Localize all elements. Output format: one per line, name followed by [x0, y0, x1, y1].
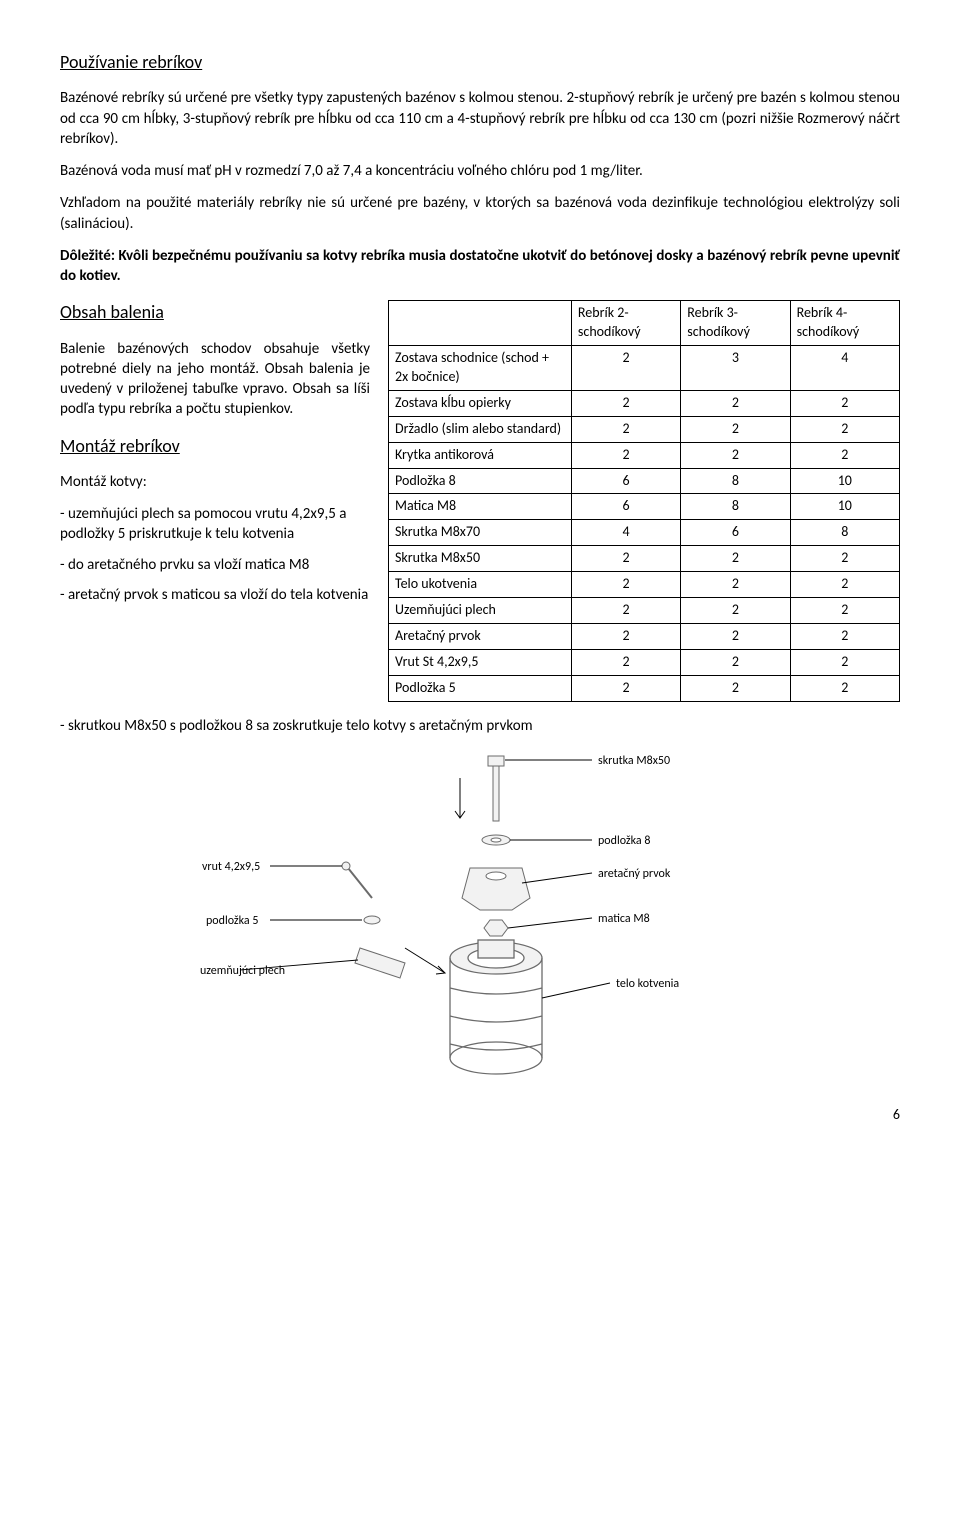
table-row: Telo ukotvenia222	[389, 572, 900, 598]
cell-value: 2	[571, 675, 680, 701]
cell-label: Vrut St 4,2x9,5	[389, 649, 572, 675]
label-skrutka: skrutka M8x50	[598, 754, 670, 768]
cell-value: 2	[790, 572, 899, 598]
cell-value: 2	[681, 442, 790, 468]
cell-value: 2	[571, 572, 680, 598]
th-col-3: Rebrík 4-schodíkový	[790, 301, 899, 346]
table-header-row: Rebrík 2-schodíkový Rebrík 3-schodíkový …	[389, 301, 900, 346]
heading-contents: Obsah balenia	[60, 300, 370, 324]
heading-usage: Používanie rebríkov	[60, 50, 900, 74]
table-row: Vrut St 4,2x9,5222	[389, 649, 900, 675]
right-column: Rebrík 2-schodíkový Rebrík 3-schodíkový …	[388, 300, 900, 701]
cell-value: 3	[681, 346, 790, 391]
cell-value: 2	[681, 416, 790, 442]
cell-value: 2	[571, 346, 680, 391]
para-usage-3: Vzhľadom na použité materiály rebríky ni…	[60, 193, 900, 234]
label-matica: matica M8	[598, 912, 650, 926]
table-row: Matica M86810	[389, 494, 900, 520]
exploded-diagram: skrutka M8x50 podložka 8 aretačný prvok …	[60, 748, 900, 1088]
cell-label: Zostava schodnice (schod + 2x bočnice)	[389, 346, 572, 391]
two-column-region: Obsah balenia Balenie bazénových schodov…	[60, 300, 900, 701]
th-blank	[389, 301, 572, 346]
step-1: - uzemňujúci plech sa pomocou vrutu 4,2x…	[60, 504, 370, 545]
cell-value: 2	[571, 623, 680, 649]
table-row: Zostava kĺbu opierky222	[389, 390, 900, 416]
table-row: Podložka 86810	[389, 468, 900, 494]
cell-value: 2	[681, 649, 790, 675]
cell-label: Zostava kĺbu opierky	[389, 390, 572, 416]
cell-value: 6	[571, 468, 680, 494]
cell-value: 8	[681, 494, 790, 520]
subheading-anchor-assembly: Montáž kotvy:	[60, 472, 370, 492]
table-row: Skrutka M8x50222	[389, 546, 900, 572]
cell-value: 2	[571, 597, 680, 623]
table-row: Zostava schodnice (schod + 2x bočnice)23…	[389, 346, 900, 391]
table-row: Držadlo (slim alebo standard)222	[389, 416, 900, 442]
cell-value: 8	[790, 520, 899, 546]
cell-value: 10	[790, 468, 899, 494]
assembly-steps: - uzemňujúci plech sa pomocou vrutu 4,2x…	[60, 504, 370, 605]
cell-value: 2	[681, 572, 790, 598]
cell-value: 2	[571, 649, 680, 675]
cell-value: 2	[571, 546, 680, 572]
para-usage-important: Dôležité: Kvôli bezpečnému používaniu sa…	[60, 246, 900, 287]
cell-label: Uzemňujúci plech	[389, 597, 572, 623]
table-row: Podložka 5222	[389, 675, 900, 701]
table-row: Krytka antikorová222	[389, 442, 900, 468]
label-uzemnujuci: uzemňujúci plech	[200, 964, 285, 978]
cell-value: 2	[790, 442, 899, 468]
step-2: - do aretačného prvku sa vloží matica M8	[60, 555, 370, 575]
cell-value: 2	[681, 546, 790, 572]
page-number: 6	[60, 1106, 900, 1125]
cell-value: 2	[790, 675, 899, 701]
table-row: Uzemňujúci plech222	[389, 597, 900, 623]
cell-label: Podložka 8	[389, 468, 572, 494]
cell-label: Podložka 5	[389, 675, 572, 701]
cell-value: 2	[571, 442, 680, 468]
label-telo: telo kotvenia	[616, 977, 679, 991]
th-col-1: Rebrík 2-schodíkový	[571, 301, 680, 346]
cell-value: 2	[790, 546, 899, 572]
cell-value: 6	[681, 520, 790, 546]
cell-label: Aretačný prvok	[389, 623, 572, 649]
cell-label: Matica M8	[389, 494, 572, 520]
label-aretacny: aretačný prvok	[598, 867, 671, 881]
para-usage-1: Bazénové rebríky sú určené pre všetky ty…	[60, 88, 900, 149]
cell-value: 2	[681, 390, 790, 416]
cell-value: 2	[790, 649, 899, 675]
label-podlozka5: podložka 5	[206, 914, 258, 928]
label-vrut: vrut 4,2x9,5	[202, 860, 260, 874]
cell-value: 6	[571, 494, 680, 520]
cell-label: Krytka antikorová	[389, 442, 572, 468]
cell-value: 4	[571, 520, 680, 546]
cell-label: Skrutka M8x50	[389, 546, 572, 572]
cell-label: Skrutka M8x70	[389, 520, 572, 546]
cell-value: 10	[790, 494, 899, 520]
cell-value: 2	[790, 390, 899, 416]
cell-value: 4	[790, 346, 899, 391]
heading-assembly: Montáž rebríkov	[60, 434, 370, 458]
cell-value: 2	[681, 597, 790, 623]
cell-value: 2	[790, 623, 899, 649]
cell-value: 2	[571, 390, 680, 416]
cell-value: 2	[571, 416, 680, 442]
cell-value: 2	[681, 675, 790, 701]
cell-label: Držadlo (slim alebo standard)	[389, 416, 572, 442]
para-usage-2: Bazénová voda musí mať pH v rozmedzí 7,0…	[60, 161, 900, 181]
th-col-2: Rebrík 3-schodíkový	[681, 301, 790, 346]
step-3: - aretačný prvok s maticou sa vloží do t…	[60, 585, 370, 605]
cell-value: 8	[681, 468, 790, 494]
parts-table: Rebrík 2-schodíkový Rebrík 3-schodíkový …	[388, 300, 900, 701]
step-4: - skrutkou M8x50 s podložkou 8 sa zoskru…	[60, 716, 900, 736]
label-podlozka8: podložka 8	[598, 834, 650, 848]
cell-value: 2	[681, 623, 790, 649]
left-column: Obsah balenia Balenie bazénových schodov…	[60, 300, 370, 615]
cell-value: 2	[790, 416, 899, 442]
cell-label: Telo ukotvenia	[389, 572, 572, 598]
table-row: Skrutka M8x70468	[389, 520, 900, 546]
para-contents: Balenie bazénových schodov obsahuje všet…	[60, 339, 370, 420]
table-row: Aretačný prvok222	[389, 623, 900, 649]
cell-value: 2	[790, 597, 899, 623]
